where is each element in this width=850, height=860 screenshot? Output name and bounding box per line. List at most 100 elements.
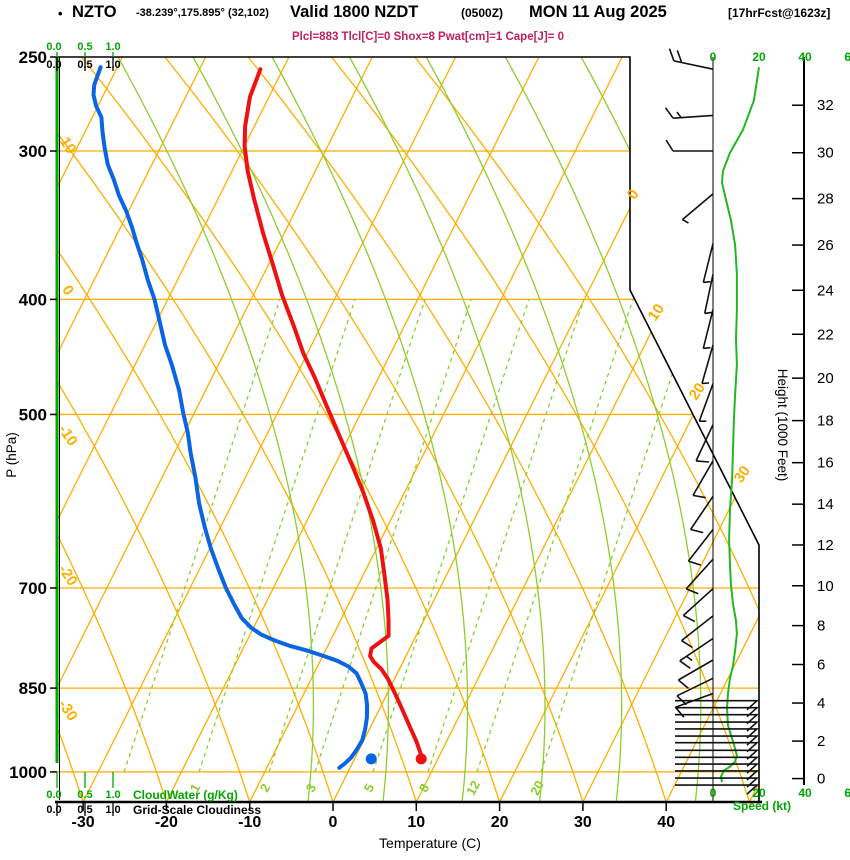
wind-barb [692,460,714,499]
wind-barb [702,243,714,284]
wind-barb [703,274,714,315]
wind-barb [675,741,760,753]
wind-barb [674,692,714,718]
pressure-tick-label: 1000 [9,763,47,782]
surface-temperature-dot [415,753,427,765]
mixing-ratio-label: 20 [527,778,547,798]
wind-barb [689,495,714,534]
wind-barb [687,529,714,566]
temperature-tick-label: 0 [329,814,338,831]
wind-barb [675,713,760,725]
height-tick-label: 0 [817,771,825,788]
scale-tick-label: 0.0 [46,789,61,801]
mixing-ratio-label: 8 [416,781,433,794]
height-tick-label: 12 [817,537,834,554]
pressure-tick-label: 250 [19,48,47,67]
temperature-curve [242,67,424,760]
temperature-tick-label: 10 [407,814,425,831]
surface-dewpoint-dot [365,753,377,765]
height-axis-title: Height (1000 Feet) [775,369,790,482]
height-tick-label: 26 [817,237,834,254]
station-coords: -38.239°,175.895° (32,102) [136,7,269,19]
wind-barb [675,706,760,718]
speed-tick-label: 20 [752,50,766,64]
temperature-tick-label: -30 [72,814,95,831]
dry-adiabat-label: 0 [58,282,77,298]
height-tick-label: 22 [817,326,834,343]
wind-barb [668,48,714,70]
speed-axis-title: Speed (kt) [733,799,791,813]
scale-tick-label: 0.5 [77,789,92,801]
height-tick-label: 10 [817,578,834,595]
isobar-lines [57,150,759,773]
pressure-tick-label: 500 [19,405,47,424]
height-tick-label: 24 [817,282,834,299]
wind-barbs [664,48,760,795]
pressure-tick-label: 400 [19,290,47,309]
speed-tick-label: 40 [798,786,812,800]
valid-time: Valid 1800 NZDT [290,3,419,21]
wind-barb [675,784,760,795]
dry-adiabat-lines [57,57,759,802]
wind-barb [681,193,714,224]
wind-barb [675,777,760,788]
speed-tick-label: 0 [710,50,717,64]
mixing-ratio-lines [123,298,698,773]
isotherm-label: 0 [624,186,643,202]
cloudwater-scale-bottom: 0.0 0.5 1.0 [46,789,120,801]
temperature-tick-label: -10 [238,814,261,831]
isotherm-label: 20 [686,380,709,403]
wind-barb [685,558,714,595]
height-tick-label: 4 [817,695,825,712]
grid-lines [57,57,759,802]
valid-time-utc: (0500Z) [461,6,504,20]
temperature-tick-label: 40 [657,814,675,831]
height-tick-label: 2 [817,733,825,750]
temperature-axis-title: Temperature (C) [379,835,481,851]
isotherm-lines [57,57,759,802]
temperature-axis: -30 -20 -10 0 10 20 30 40 Temperature (C) [72,802,675,851]
height-tick-label: 16 [817,455,834,472]
mixing-ratio-label: 2 [257,781,274,794]
mixing-ratio-label: 5 [361,781,378,794]
valid-date: MON 11 Aug 2025 [529,3,667,21]
cloudwater-axis-title: CloudWater (g/Kg) [133,788,238,802]
pressure-axis-title: P (hPa) [4,432,19,478]
mixing-ratio-label: 12 [463,778,483,798]
height-tick-label: 18 [817,413,834,430]
height-tick-label: 8 [817,618,825,635]
dry-adiabat-label: -30 [55,697,81,724]
dry-adiabat-label: 10 [56,134,79,157]
station-bullet-icon: • [58,6,63,21]
height-tick-label: 6 [817,657,825,674]
cloudiness-axis-title: Grid-Scale Cloudiness [133,803,261,817]
wind-barb [695,424,714,463]
speed-axis: 00202040406060Speed (kt) [710,50,850,813]
pressure-tick-label: 700 [19,579,47,598]
cloudwater-scale-top: 0.0 0.5 1.0 [46,41,120,53]
mixing-ratio-label: 3 [303,781,320,794]
wind-barb [675,728,760,739]
scale-tick-label: 0.5 [77,41,92,53]
temperature-tick-label: 20 [491,814,509,831]
wind-barb [675,770,760,781]
stability-indices: Plcl=883 Tlcl[C]=0 Shox=8 Pwat[cm]=1 Cap… [292,31,564,43]
pressure-axis: 250 300 400 500 700 850 1000 P (hPa) [4,48,57,782]
grid-label-group: 10 0 -10 -20 -30 0 10 20 30 [55,134,754,724]
scale-tick-label: 0.0 [46,59,61,71]
wind-barb [682,588,714,623]
wind-barb [675,735,760,746]
pressure-tick-label: 850 [19,679,47,698]
isotherm-label: 10 [645,301,668,324]
wind-barb [675,763,760,774]
wind-barb [675,721,760,732]
wind-barb [698,383,714,422]
speed-tick-label: 40 [798,50,812,64]
dry-adiabat-label: -10 [55,422,81,449]
dry-adiabat-label: -20 [55,562,81,589]
moist-adiabat-lines [117,57,759,802]
plot-border [57,56,760,802]
wind-barb [675,699,760,711]
